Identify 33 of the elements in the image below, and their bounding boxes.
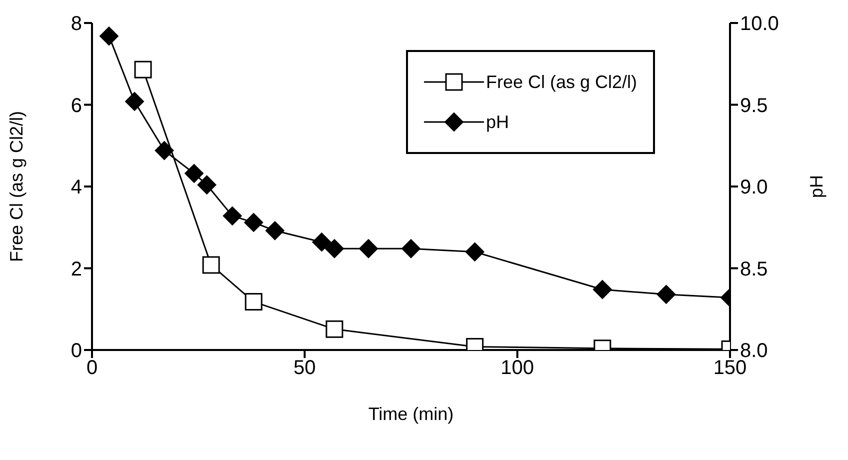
point (324, 239, 344, 258)
y-tick-label: 6 (70, 94, 82, 117)
point (125, 92, 144, 111)
x-axis-title: Time (min) (368, 404, 454, 424)
point (184, 164, 204, 183)
point (265, 221, 284, 240)
y2-tick-label: 8.5 (740, 258, 768, 280)
x-tick-label: 100 (500, 357, 534, 380)
point (154, 141, 174, 160)
point (656, 284, 676, 304)
x-tick-label: 50 (294, 357, 316, 380)
point (465, 242, 484, 262)
legend-label: Free Cl (as g Cl2/l) (486, 72, 637, 92)
y2-tick-label: 9.0 (740, 176, 768, 199)
x-tick-label: 0 (86, 357, 98, 380)
y-axis-title: Free Cl (as g Cl2/l) (6, 110, 26, 262)
point (402, 239, 420, 258)
point (197, 175, 216, 194)
y-tick-label: 4 (70, 176, 82, 199)
legend-label: pH (486, 112, 509, 132)
point (100, 26, 119, 46)
point (222, 206, 242, 226)
y-tick-label: 2 (70, 258, 82, 280)
point (358, 239, 378, 258)
x-tick-label: 150 (713, 357, 747, 380)
point (244, 212, 264, 232)
y-tick-label: 0 (70, 340, 82, 362)
y2-axis-title: pH (806, 174, 826, 198)
y2-tick-label: 10.0 (740, 13, 779, 36)
y2-tick-label: 9.5 (740, 94, 768, 117)
point (592, 280, 612, 300)
y-tick-label: 8 (70, 13, 82, 36)
point (312, 232, 332, 252)
